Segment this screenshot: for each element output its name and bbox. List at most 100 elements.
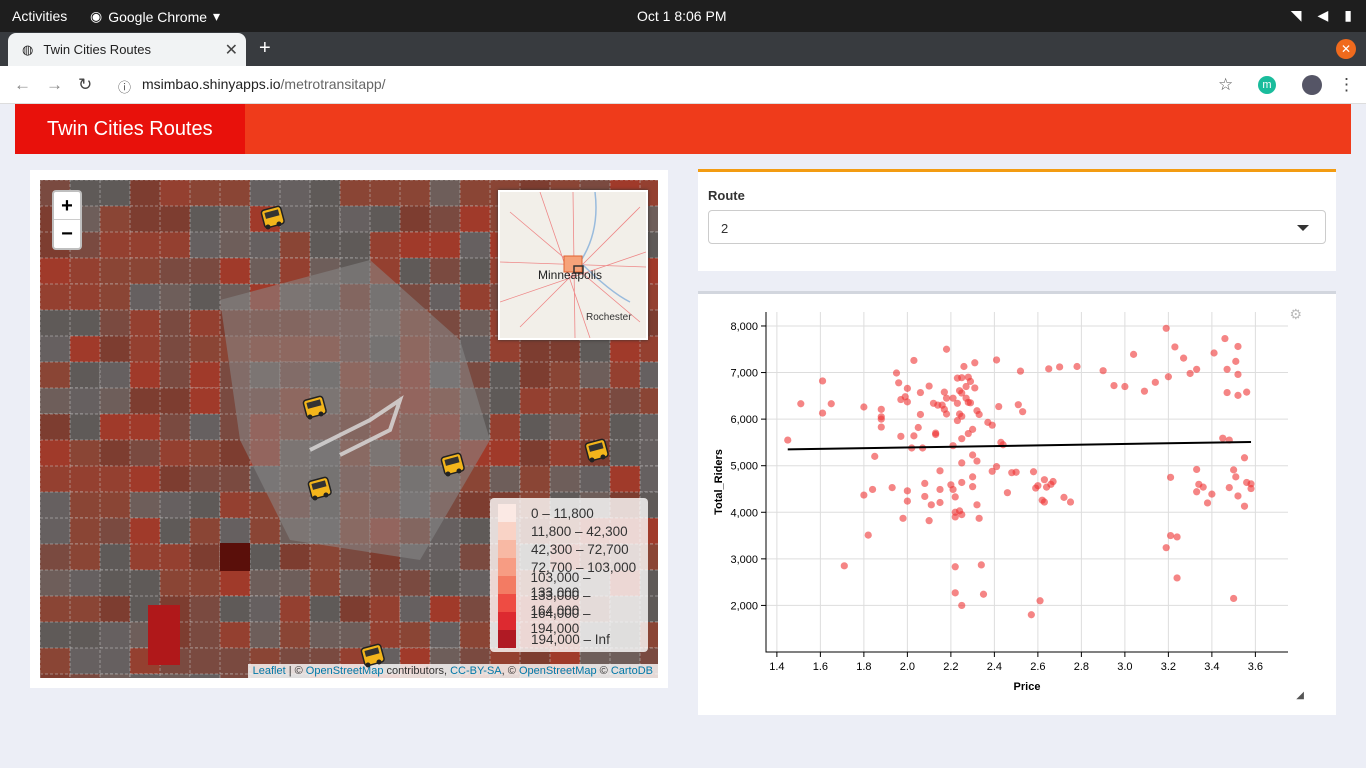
gear-icon[interactable]: ⚙ <box>1289 306 1302 322</box>
data-point[interactable] <box>975 410 983 419</box>
data-point[interactable] <box>1040 476 1048 484</box>
data-point[interactable] <box>1234 391 1242 399</box>
data-point[interactable] <box>1208 490 1216 498</box>
data-point[interactable] <box>1164 373 1172 381</box>
data-point[interactable] <box>951 563 959 571</box>
data-point[interactable] <box>1110 381 1118 390</box>
data-point[interactable] <box>903 384 911 392</box>
data-point[interactable] <box>1193 465 1201 474</box>
bus-marker-icon[interactable] <box>260 205 286 231</box>
data-point[interactable] <box>958 459 966 467</box>
data-point[interactable] <box>953 399 961 407</box>
census-tract[interactable] <box>219 205 251 237</box>
census-tract[interactable] <box>159 283 196 315</box>
data-point[interactable] <box>1034 482 1042 490</box>
back-icon[interactable]: ← <box>14 75 31 94</box>
profile-avatar[interactable] <box>1302 75 1322 95</box>
data-point[interactable] <box>1166 473 1175 481</box>
data-point[interactable] <box>1056 363 1064 371</box>
data-point[interactable] <box>860 491 868 499</box>
data-point[interactable] <box>1027 611 1035 619</box>
data-point[interactable] <box>1230 466 1238 474</box>
data-point[interactable] <box>1129 350 1138 358</box>
census-tract[interactable] <box>189 361 223 389</box>
census-tract[interactable] <box>159 673 191 678</box>
data-point[interactable] <box>1003 489 1012 497</box>
system-tray[interactable]: ◥ ◀ ▮ <box>1291 7 1352 24</box>
data-point[interactable] <box>860 403 868 411</box>
data-point[interactable] <box>942 394 951 402</box>
data-point[interactable] <box>871 452 879 460</box>
data-point[interactable] <box>1121 382 1129 391</box>
data-point[interactable] <box>897 432 905 440</box>
data-point[interactable] <box>1173 533 1181 541</box>
data-point[interactable] <box>949 485 957 494</box>
star-icon[interactable]: ☆ <box>1218 75 1234 94</box>
census-tract[interactable] <box>148 605 180 665</box>
ccbysa-link[interactable]: CC-BY-SA <box>450 665 502 677</box>
data-point[interactable] <box>1166 531 1175 540</box>
data-point[interactable] <box>1066 498 1075 506</box>
data-point[interactable] <box>1012 468 1020 476</box>
osm-link-2[interactable]: OpenStreetMap <box>518 665 597 677</box>
data-point[interactable] <box>877 415 885 423</box>
data-point[interactable] <box>958 511 966 519</box>
url-field[interactable]: msimbao.shinyapps.io/metrotransitapp/ <box>142 76 386 92</box>
data-point[interactable] <box>1049 477 1057 486</box>
leaflet-link[interactable]: Leaflet <box>252 665 286 677</box>
data-point[interactable] <box>995 402 1003 411</box>
data-point[interactable] <box>958 478 966 487</box>
data-point[interactable] <box>868 485 877 494</box>
cartodb-link[interactable]: CartoDB <box>610 665 653 677</box>
data-point[interactable] <box>962 382 970 391</box>
data-point[interactable] <box>973 501 981 509</box>
data-point[interactable] <box>936 498 944 507</box>
data-point[interactable] <box>932 430 940 439</box>
data-point[interactable] <box>899 514 907 522</box>
census-tract[interactable] <box>579 413 613 442</box>
data-point[interactable] <box>1151 378 1159 386</box>
data-point[interactable] <box>925 517 933 525</box>
data-point[interactable] <box>1243 388 1251 396</box>
data-point[interactable] <box>999 441 1007 449</box>
data-point[interactable] <box>1140 387 1149 395</box>
data-point[interactable] <box>1219 434 1227 442</box>
census-tract[interactable] <box>99 361 135 392</box>
data-point[interactable] <box>1210 349 1218 357</box>
census-tract[interactable] <box>489 361 523 393</box>
app-menu[interactable]: ◉ Google Chrome ▾ <box>90 8 220 25</box>
data-point[interactable] <box>1186 369 1194 378</box>
data-point[interactable] <box>1060 493 1068 501</box>
data-point[interactable] <box>903 497 911 505</box>
census-tract[interactable] <box>639 413 658 444</box>
data-point[interactable] <box>1223 388 1231 397</box>
data-point[interactable] <box>927 501 935 509</box>
data-point[interactable] <box>949 442 957 450</box>
zoom-in-button[interactable]: + <box>54 192 80 220</box>
data-point[interactable] <box>951 513 959 521</box>
data-point[interactable] <box>1162 544 1170 552</box>
leaflet-map[interactable]: + − Minneapolis Rochester 0 – 11,800 11,8… <box>40 180 658 678</box>
data-point[interactable] <box>1180 354 1188 362</box>
data-point[interactable] <box>958 412 966 420</box>
data-point[interactable] <box>840 562 848 570</box>
resize-handle-icon[interactable]: ◢ <box>1296 690 1304 701</box>
census-tract[interactable] <box>489 465 521 495</box>
new-tab-button[interactable]: + <box>259 37 271 59</box>
census-tract[interactable] <box>69 673 118 678</box>
census-tract[interactable] <box>309 569 341 601</box>
data-point[interactable] <box>1029 468 1038 476</box>
window-close-button[interactable]: ✕ <box>1336 39 1356 59</box>
info-icon[interactable]: ⓘ <box>118 80 132 95</box>
data-point[interactable] <box>1016 367 1025 375</box>
route-line[interactable] <box>309 395 404 457</box>
data-point[interactable] <box>958 389 966 397</box>
data-point[interactable] <box>1223 365 1231 373</box>
data-point[interactable] <box>1014 401 1022 409</box>
data-point[interactable] <box>910 356 918 365</box>
census-tract[interactable] <box>219 491 255 521</box>
data-point[interactable] <box>1193 488 1201 496</box>
data-point[interactable] <box>827 400 835 408</box>
data-point[interactable] <box>1232 473 1240 481</box>
data-point[interactable] <box>1099 367 1107 375</box>
